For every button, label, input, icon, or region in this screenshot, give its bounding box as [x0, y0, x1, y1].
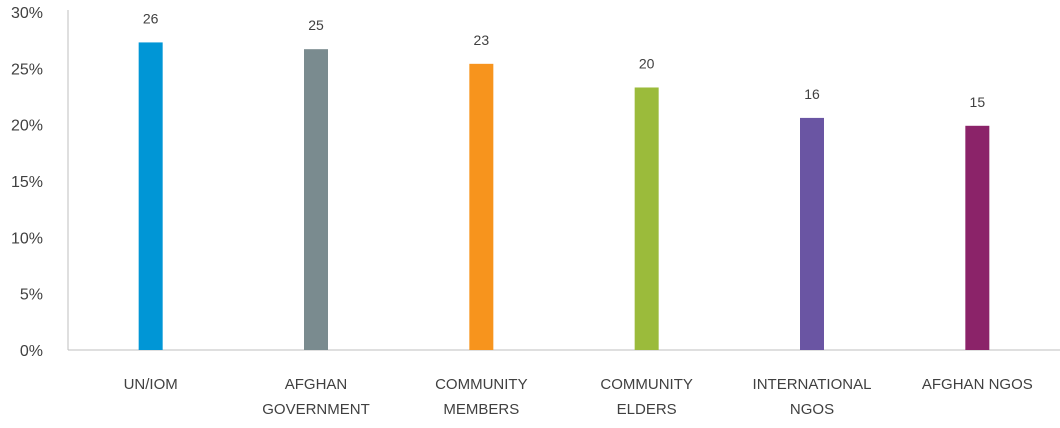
axes: 0% 5% 10% 15% 20% 25% 30%	[11, 5, 1060, 360]
bars	[138, 42, 990, 351]
y-tick-label: 25%	[11, 61, 43, 78]
data-label: 26	[143, 10, 159, 26]
x-tick-label: AFGHAN NGOS	[922, 376, 1033, 393]
y-tick-label: 15%	[11, 174, 43, 191]
data-label: 23	[474, 32, 490, 48]
bar	[634, 87, 659, 350]
bar	[800, 117, 824, 350]
x-tick-label: INTERNATIONAL	[753, 376, 872, 393]
x-tick-label: UN/IOM	[124, 376, 178, 393]
bar	[138, 42, 163, 351]
x-tick-label: MEMBERS	[443, 401, 519, 418]
data-label: 15	[970, 94, 986, 110]
bar	[965, 125, 990, 350]
x-tick-label: COMMUNITY	[435, 376, 528, 393]
y-tick-label: 0%	[20, 343, 43, 360]
x-tick-label: COMMUNITY	[600, 376, 693, 393]
data-label: 25	[308, 17, 324, 33]
data-label: 16	[804, 86, 820, 102]
y-tick-label: 30%	[11, 5, 43, 22]
y-tick-label: 10%	[11, 230, 43, 247]
data-label: 20	[639, 55, 655, 71]
x-tick-label: NGOS	[790, 401, 834, 418]
bar	[469, 63, 494, 351]
x-tick-label: AFGHAN	[285, 376, 348, 393]
y-tick-label: 5%	[20, 287, 43, 304]
y-tick-label: 20%	[11, 118, 43, 135]
x-tick-label: GOVERNMENT	[262, 401, 370, 418]
bar	[304, 49, 328, 351]
labels: 26 UN/IOM 25 AFGHAN GOVERNMENT 23 COMMUNITY MEM…	[124, 10, 1033, 418]
x-tick-label: ELDERS	[617, 401, 677, 418]
